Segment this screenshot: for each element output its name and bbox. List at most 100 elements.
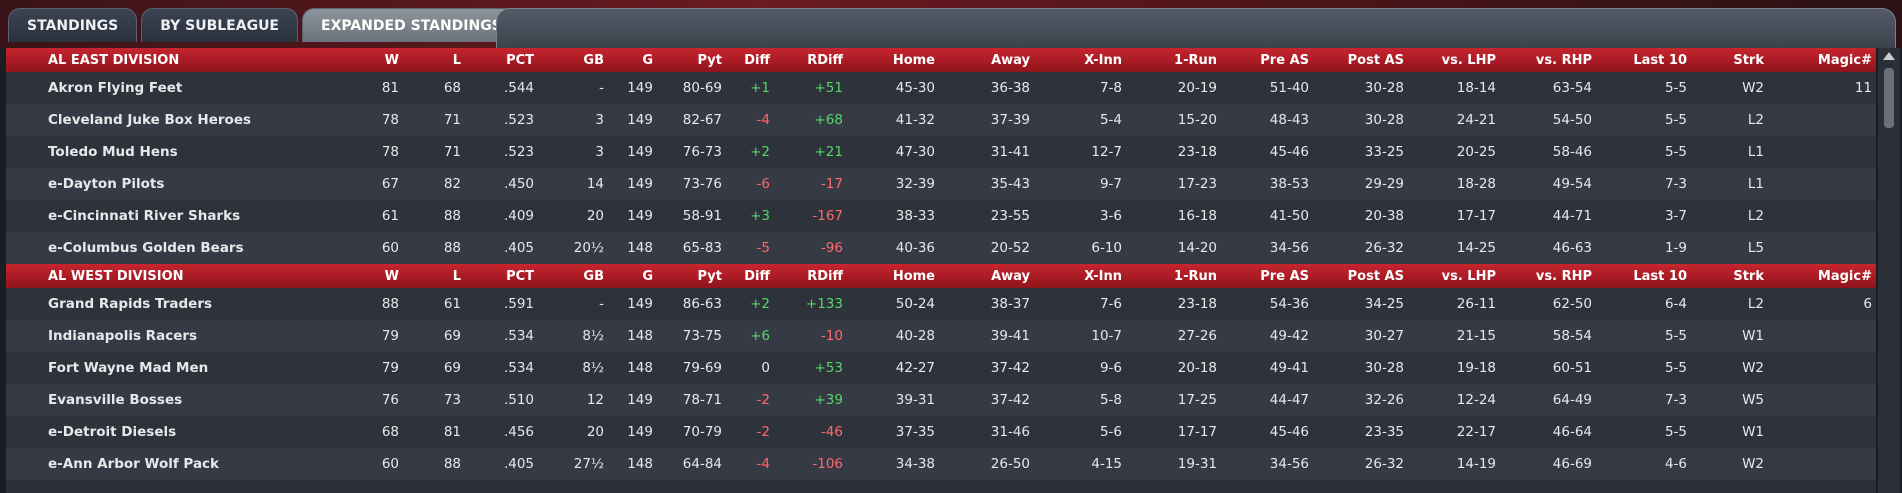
cell-pyt: 80-69: [682, 80, 722, 96]
cell-w: 79: [381, 360, 399, 376]
table-row[interactable]: e-Columbus Golden Bears 60 88 .405 20½ 148 65-…: [6, 232, 1876, 264]
cell-home: 32-39: [895, 176, 935, 192]
cell-home: 50-24: [895, 296, 935, 312]
table-row[interactable]: Grand Rapids Traders 88 61 .591 - 149 86-63 +2 +…: [6, 288, 1876, 320]
cell-last10: 5-5: [1664, 328, 1687, 344]
team-name[interactable]: Toledo Mud Hens: [48, 144, 178, 160]
cell-pyt: 58-91: [682, 208, 722, 224]
cell-rdiff: +68: [814, 112, 844, 128]
cell-xinn: 5-8: [1099, 392, 1122, 408]
cell-pyt: 65-83: [682, 240, 722, 256]
cell-vsrhp: 46-69: [1552, 456, 1592, 472]
cell-l: 81: [443, 424, 461, 440]
cell-pct: .523: [503, 144, 534, 160]
table-row[interactable]: e-Detroit Diesels 68 81 .456 20 149 70-79 -2 -46…: [6, 416, 1876, 448]
cell-away: 37-39: [990, 112, 1030, 128]
tab-by-subleague[interactable]: BY SUBLEAGUE: [141, 8, 298, 42]
table-row[interactable]: e-Dayton Pilots 67 82 .450 14 149 73-76 -6 -17 32…: [6, 168, 1876, 200]
tab-standings[interactable]: STANDINGS: [8, 8, 138, 42]
cell-l: 82: [443, 176, 461, 192]
team-name[interactable]: Cleveland Juke Box Heroes: [48, 112, 252, 128]
cell-onerun: 19-31: [1177, 456, 1217, 472]
scroll-up-arrow-icon[interactable]: [1883, 52, 1895, 60]
cell-gb: 27½: [573, 456, 604, 472]
cell-pyt: 73-76: [682, 176, 722, 192]
standings-table: AL EAST DIVISION W L PCT GB G Pyt Diff RDiff Home…: [6, 48, 1876, 493]
cell-last10: 5-5: [1664, 144, 1687, 160]
division-header: AL EAST DIVISION W L PCT GB G Pyt Diff RDiff Home…: [6, 48, 1876, 72]
vertical-scrollbar[interactable]: [1878, 48, 1900, 493]
cell-l: 88: [443, 240, 461, 256]
cell-pct: .591: [503, 296, 534, 312]
cell-pyt: 70-79: [682, 424, 722, 440]
column-header-gb: GB: [583, 52, 604, 68]
team-name[interactable]: e-Cincinnati River Sharks: [48, 208, 241, 224]
cell-home: 40-28: [895, 328, 935, 344]
cell-pyt: 64-84: [682, 456, 722, 472]
cell-w: 88: [381, 296, 399, 312]
team-name[interactable]: e-Ann Arbor Wolf Pack: [48, 456, 220, 472]
cell-away: 35-43: [990, 176, 1030, 192]
cell-vsrhp: 46-64: [1552, 424, 1592, 440]
table-row[interactable]: Fort Wayne Mad Men 79 69 .534 8½ 148 79-69 0 +53…: [6, 352, 1876, 384]
cell-diff: +3: [750, 208, 770, 224]
cell-onerun: 17-25: [1177, 392, 1217, 408]
cell-strk: L1: [1747, 176, 1764, 192]
cell-xinn: 5-6: [1099, 424, 1122, 440]
cell-strk: W2: [1742, 360, 1764, 376]
team-name[interactable]: Indianapolis Racers: [48, 328, 198, 344]
tab-expanded-standings[interactable]: EXPANDED STANDINGS: [302, 8, 521, 42]
column-header-pyt: Pyt: [697, 52, 722, 68]
cell-home: 37-35: [895, 424, 935, 440]
cell-last10: 5-5: [1664, 80, 1687, 96]
table-row[interactable]: e-Cincinnati River Sharks 61 88 .409 20 149 58…: [6, 200, 1876, 232]
cell-home: 38-33: [895, 208, 935, 224]
cell-g: 148: [627, 328, 653, 344]
cell-vsrhp: 58-46: [1552, 144, 1592, 160]
team-name[interactable]: e-Columbus Golden Bears: [48, 240, 244, 256]
cell-rdiff: -10: [820, 328, 843, 344]
cell-xinn: 6-10: [1091, 240, 1122, 256]
column-header-diff: Diff: [744, 268, 770, 284]
cell-diff: +1: [750, 80, 770, 96]
cell-gb: 14: [586, 176, 604, 192]
table-row[interactable]: Cleveland Juke Box Heroes 78 71 .523 3 149 82-…: [6, 104, 1876, 136]
cell-l: 69: [443, 328, 461, 344]
cell-g: 149: [627, 176, 653, 192]
team-name[interactable]: e-Detroit Diesels: [48, 424, 177, 440]
table-row[interactable]: Evansville Bosses 76 73 .510 12 149 78-71 -2 +39…: [6, 384, 1876, 416]
cell-magic: [1812, 448, 1872, 480]
cell-xinn: 9-7: [1099, 176, 1122, 192]
cell-vsrhp: 62-50: [1552, 296, 1592, 312]
table-row[interactable]: Indianapolis Racers 79 69 .534 8½ 148 73-75 +6 -…: [6, 320, 1876, 352]
cell-rdiff: +51: [814, 80, 844, 96]
cell-postas: 29-29: [1364, 176, 1404, 192]
team-name[interactable]: Evansville Bosses: [48, 392, 183, 408]
team-name[interactable]: Akron Flying Feet: [48, 80, 183, 96]
cell-diff: 0: [761, 360, 770, 376]
team-name[interactable]: e-Dayton Pilots: [48, 176, 165, 192]
column-header-postas: Post AS: [1347, 52, 1404, 68]
cell-gb: 20: [586, 208, 604, 224]
team-name[interactable]: Grand Rapids Traders: [48, 296, 213, 312]
cell-g: 149: [627, 208, 653, 224]
table-row[interactable]: Akron Flying Feet 81 68 .544 - 149 80-69 +1 +51 4…: [6, 72, 1876, 104]
team-name[interactable]: Fort Wayne Mad Men: [48, 360, 209, 376]
table-row[interactable]: Toledo Mud Hens 78 71 .523 3 149 76-73 +2 +21 47-…: [6, 136, 1876, 168]
cell-last10: 6-4: [1664, 296, 1687, 312]
cell-rdiff: -17: [820, 176, 843, 192]
table-row[interactable]: e-Ann Arbor Wolf Pack 60 88 .405 27½ 148 64-84…: [6, 448, 1876, 480]
column-header-pyt: Pyt: [697, 268, 722, 284]
cell-rdiff: +21: [814, 144, 844, 160]
cell-preas: 45-46: [1269, 424, 1309, 440]
column-header-xinn: X-Inn: [1084, 52, 1122, 68]
column-header-xinn: X-Inn: [1084, 268, 1122, 284]
scroll-thumb[interactable]: [1884, 68, 1894, 128]
cell-gb: 8½: [582, 328, 604, 344]
cell-onerun: 23-18: [1177, 144, 1217, 160]
cell-vsrhp: 60-51: [1552, 360, 1592, 376]
cell-vsrhp: 54-50: [1552, 112, 1592, 128]
column-header-l: L: [452, 52, 461, 68]
cell-home: 42-27: [895, 360, 935, 376]
division-name: AL WEST DIVISION: [48, 268, 184, 284]
